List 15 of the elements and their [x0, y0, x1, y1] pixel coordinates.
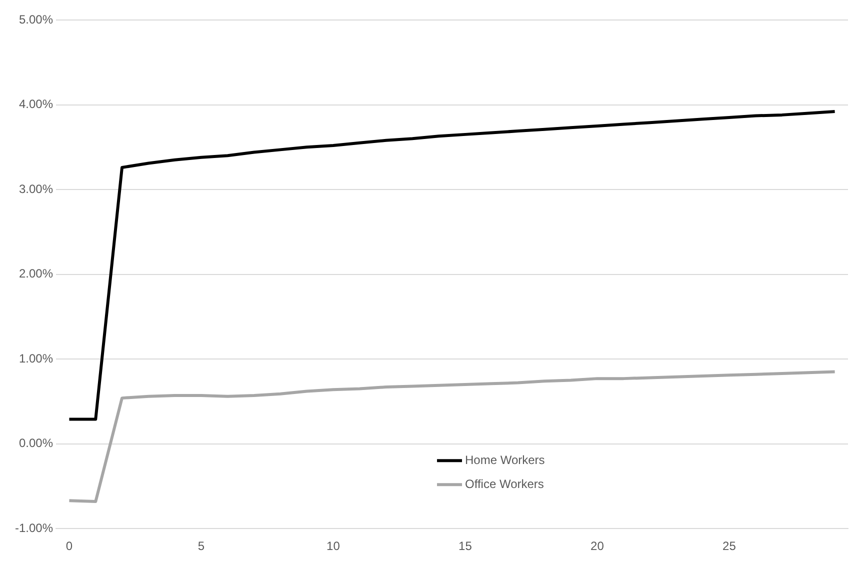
- x-tick-label: 5: [198, 539, 205, 554]
- x-tick-label: 15: [458, 539, 472, 554]
- y-tick-label: 5.00%: [18, 12, 54, 26]
- y-tick-label: 2.00%: [18, 266, 54, 281]
- y-tick-label: 3.00%: [18, 182, 54, 196]
- y-tick-label: 1.00%: [18, 351, 54, 366]
- legend-label: Office Workers: [465, 476, 544, 491]
- x-tick-label: 20: [590, 539, 604, 554]
- y-tick-label: 4.00%: [18, 97, 54, 112]
- y-tick-label: -1.00%: [14, 520, 54, 535]
- x-tick-label: 0: [66, 539, 73, 554]
- x-tick-label: 25: [722, 539, 736, 554]
- x-tick-label: 10: [326, 539, 340, 554]
- legend-label: Home Workers: [465, 452, 545, 467]
- y-tick-label: 0.00%: [18, 436, 54, 450]
